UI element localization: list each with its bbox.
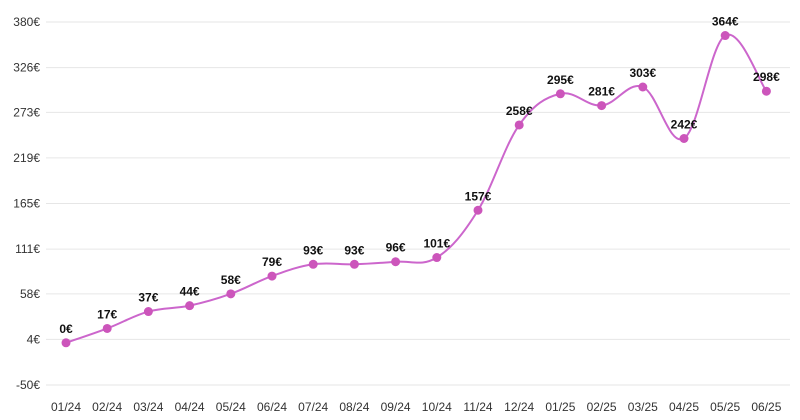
- data-point: [267, 271, 277, 281]
- data-label: 93€: [344, 243, 364, 257]
- data-point: [391, 257, 401, 267]
- data-label: 93€: [303, 243, 323, 257]
- x-tick-label: 09/24: [381, 400, 411, 414]
- x-tick-label: 03/24: [133, 400, 163, 414]
- grid-lines: [46, 21, 790, 386]
- data-label: 298€: [753, 70, 780, 84]
- data-label: 44€: [180, 285, 200, 299]
- series-line: [65, 33, 768, 344]
- data-label: 58€: [221, 273, 241, 287]
- x-tick-label: 04/24: [175, 400, 205, 414]
- y-tick-label: -50€: [16, 378, 40, 392]
- data-point: [308, 259, 318, 269]
- data-label: 79€: [262, 255, 282, 269]
- data-point: [473, 205, 483, 215]
- data-label: 101€: [423, 237, 450, 251]
- data-point: [102, 323, 112, 333]
- x-tick-label: 11/24: [463, 400, 492, 414]
- data-label: 281€: [588, 85, 615, 99]
- x-tick-label: 07/24: [298, 400, 328, 414]
- data-label: 0€: [59, 322, 73, 336]
- data-label: 303€: [629, 66, 656, 80]
- x-tick-label: 10/24: [422, 400, 452, 414]
- data-point: [349, 259, 359, 269]
- data-label: 96€: [386, 241, 406, 255]
- y-tick-label: 380€: [13, 15, 40, 29]
- x-tick-label: 06/24: [257, 400, 287, 414]
- y-tick-label: 273€: [13, 105, 40, 119]
- y-tick-label: 165€: [13, 197, 40, 211]
- data-point: [143, 307, 153, 317]
- y-tick-label: 219€: [13, 151, 40, 165]
- data-point: [761, 86, 771, 96]
- x-tick-label: 02/25: [587, 400, 617, 414]
- data-point: [720, 31, 730, 41]
- data-point: [514, 120, 524, 130]
- data-point: [555, 89, 565, 99]
- data-point: [185, 301, 195, 311]
- data-label: 17€: [97, 307, 117, 321]
- x-tick-label: 03/25: [628, 400, 658, 414]
- x-tick-label: 08/24: [339, 400, 369, 414]
- data-point: [61, 338, 71, 348]
- data-point: [597, 101, 607, 111]
- x-tick-label: 05/24: [216, 400, 246, 414]
- y-tick-label: 58€: [20, 287, 40, 301]
- data-points: [61, 31, 771, 348]
- data-label: 295€: [547, 73, 574, 87]
- x-tick-label: 01/24: [51, 400, 81, 414]
- data-label: 258€: [506, 104, 533, 118]
- data-label: 242€: [671, 117, 698, 131]
- x-tick-label: 02/24: [92, 400, 122, 414]
- data-point: [679, 133, 689, 143]
- data-label: 157€: [465, 189, 492, 203]
- data-point: [638, 82, 648, 92]
- x-tick-label: 01/25: [545, 400, 575, 414]
- x-tick-label: 12/24: [504, 400, 534, 414]
- data-label: 37€: [138, 291, 158, 305]
- x-axis-ticks: 01/24 02/24 03/24 04/24 05/24 06/24 07/24 08/24…: [51, 400, 782, 414]
- y-tick-label: 111€: [15, 242, 40, 256]
- x-tick-label: 06/25: [751, 400, 781, 414]
- data-label: 364€: [712, 15, 739, 29]
- data-point: [226, 289, 236, 299]
- x-tick-label: 05/25: [710, 400, 740, 414]
- data-point: [432, 253, 442, 263]
- y-tick-label: 4€: [27, 332, 41, 346]
- data-labels: 0€ 17€ 37€ 44€ 58€ 79€ 93€ 93€ 96€ 101€ 157€ 258€ 29…: [59, 15, 780, 336]
- y-axis-ticks: -50€ 4€ 58€ 111€ 165€ 219€ 273€ 326€ 380€: [13, 15, 40, 392]
- y-tick-label: 326€: [13, 61, 40, 75]
- x-tick-label: 04/25: [669, 400, 699, 414]
